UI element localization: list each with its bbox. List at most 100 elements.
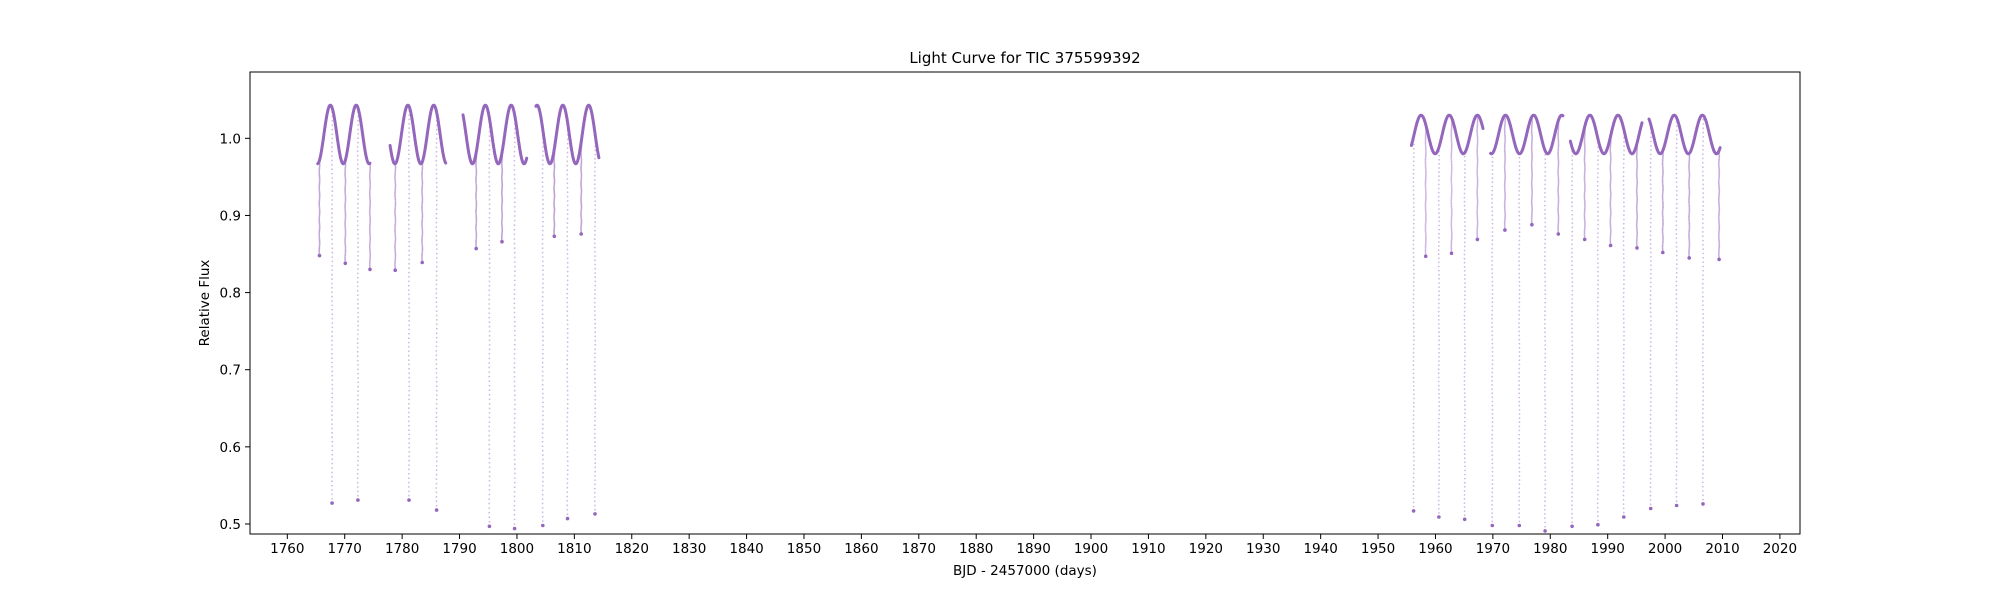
transit-point [318,250,321,253]
transit-point [1437,499,1440,502]
transit-point [501,229,504,232]
x-tick-label: 1980 [1533,541,1567,557]
transit-point [1557,161,1560,164]
transit-point [1450,208,1453,211]
transit-point [1635,223,1638,226]
transit-point [1518,408,1521,411]
transit-point [1675,388,1678,390]
transit-point [594,221,596,224]
transit-point [331,392,334,395]
transit-point [1584,185,1586,188]
transit-point [1503,206,1506,209]
transit-point [501,156,504,159]
transit-point [318,203,321,206]
transit-point [1718,175,1721,177]
transit-point [435,124,438,127]
transit-point [1557,212,1560,215]
transit-point [1609,187,1612,190]
transit-dip [579,140,583,236]
transit-point [1597,489,1599,492]
transit-point [1438,450,1440,453]
transit-point [1438,405,1440,408]
transit-point [1636,212,1638,214]
transit-point [1424,233,1427,236]
transit-point [501,159,503,162]
transit-point [501,195,503,198]
transit-point [1583,192,1586,194]
transit-point [1412,472,1415,475]
transit-point [580,170,583,173]
transit-point [513,394,516,397]
transit-point [580,230,582,232]
transit-point [1518,479,1521,481]
transit-point [1662,217,1664,220]
transit-point [501,169,504,172]
transit-point [369,163,371,166]
transit-point [344,202,347,205]
transit-point [580,220,583,223]
transit-point [1491,280,1494,283]
transit-point [408,271,410,274]
transit-point [1438,462,1440,465]
transit-point [421,209,423,211]
transit-point [566,195,569,198]
transit-point [488,511,491,514]
transit-point [394,191,396,194]
transit-point [1583,177,1586,179]
transit-point [566,288,569,291]
transit-point [1491,239,1494,242]
transit-point [1476,141,1479,144]
transit-point [1518,520,1521,523]
transit-point [1491,164,1494,167]
transit-point [501,198,504,201]
transit-point [318,235,321,238]
transit-point [475,239,477,242]
transit-point [357,303,359,305]
transit-point [1583,143,1586,146]
transit-point [1518,272,1521,275]
transit-point [357,115,359,118]
transit-point [344,214,347,217]
transit-dip [407,105,411,502]
transit-point [1701,157,1704,160]
transit-point [1424,158,1427,161]
transit-point [1530,198,1533,201]
transit-point [1476,235,1479,238]
transit-point [553,171,555,174]
transit-point [1491,317,1493,320]
transit-point [1636,146,1639,148]
transit-point [1438,388,1440,391]
transit-point [1476,210,1478,213]
transit-point [1675,383,1678,386]
transit-point [344,207,346,210]
transit-point [1491,408,1494,411]
transit-point [1557,127,1560,130]
transit-point [1609,170,1612,173]
transit-point [1491,185,1494,188]
transit-point [1557,200,1560,203]
transit-point [344,241,346,244]
x-tick-label: 1880 [959,541,993,557]
transit-point [1531,119,1533,122]
transit-point [1649,277,1652,279]
transit-point [1518,289,1521,291]
transit-point [1718,254,1720,257]
transit-point [594,403,597,405]
transit-point [1662,154,1664,157]
transit-dip [1608,135,1613,248]
transit-point [318,176,321,179]
transit-point [1636,164,1639,167]
transit-point [1661,195,1664,197]
transit-point [1412,372,1415,375]
transit-point [331,269,333,272]
transit-point [1412,281,1415,283]
transit-point [1557,129,1560,132]
transit-point [1701,295,1704,298]
transit-point [1571,184,1573,187]
transit-point [1557,160,1560,162]
transit-point [1463,298,1466,301]
transit-point [394,239,397,242]
transit-point [1688,157,1691,159]
transit-point [369,248,371,251]
transit-point [1649,409,1652,412]
